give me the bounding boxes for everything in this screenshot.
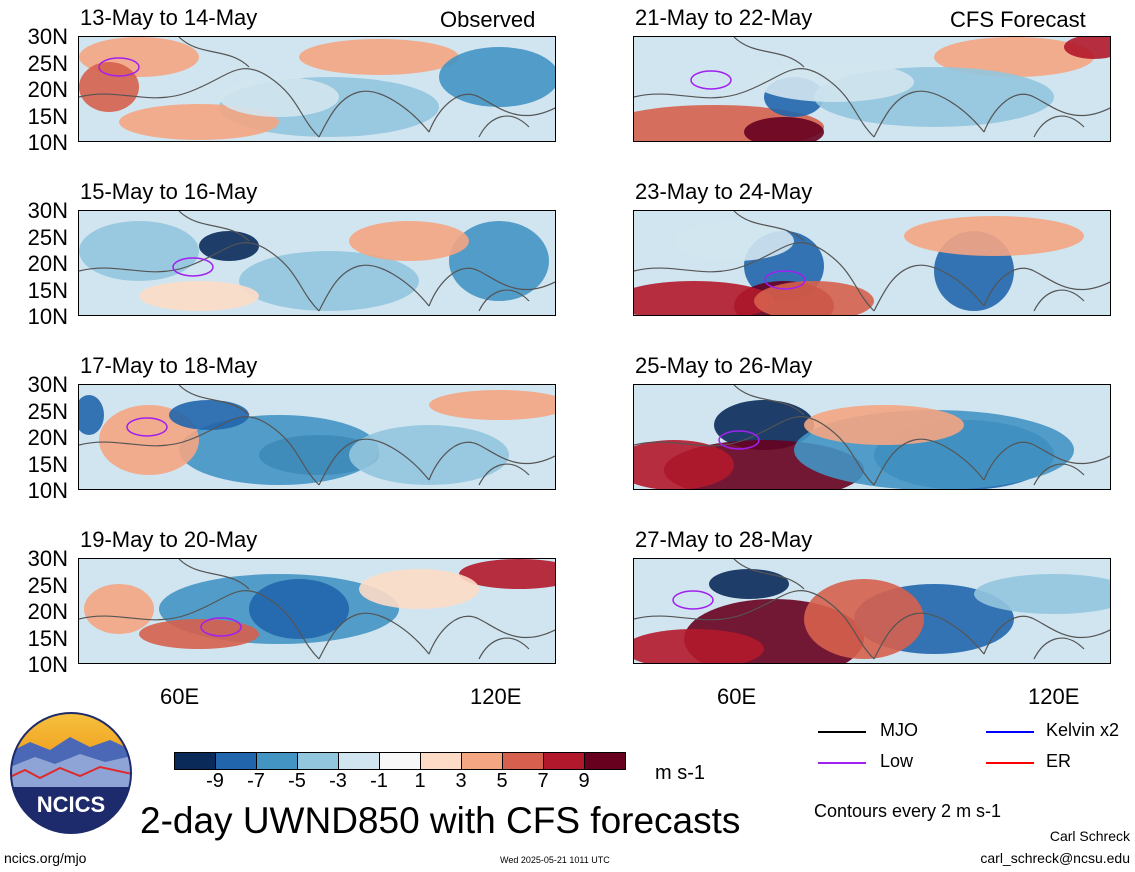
footer-url: ncics.org/mjo (4, 850, 87, 866)
wind-anomaly-map (633, 36, 1111, 142)
colorbar-swatch (338, 752, 380, 770)
colorbar-tick-label: -5 (288, 770, 306, 792)
footer-author: Carl Schreck (1049, 828, 1130, 844)
colorbar-tick-label: 7 (537, 770, 549, 792)
lon-label-120e: 120E (470, 684, 522, 709)
wind-anomaly-map (78, 558, 556, 664)
colorbar-swatch (461, 752, 503, 770)
colorbar-swatch (543, 752, 585, 770)
panel-tag: Observed (440, 7, 536, 32)
lat-label: 25N (27, 572, 68, 598)
legend-line-kelvin (986, 731, 1034, 733)
colorbar-swatch (297, 752, 339, 770)
legend-label-kelvin: Kelvin x2 (1046, 720, 1120, 740)
colorbar-tick-label: -7 (247, 770, 265, 792)
lat-label: 15N (27, 277, 68, 303)
lat-label: 20N (27, 77, 68, 102)
colorbar-units: m s-1 (655, 762, 705, 784)
lat-label: 20N (27, 251, 68, 276)
lat-label: 30N (27, 24, 68, 49)
footer-timestamp: Wed 2025-05-21 1011 UTC (500, 855, 610, 865)
legend-label-er: ER (1046, 751, 1072, 771)
colorbar-tick-label: 5 (496, 770, 508, 792)
lat-label: 15N (27, 625, 68, 651)
lat-label: 20N (27, 425, 68, 450)
colorbar-tick-label: -9 (206, 770, 224, 792)
panel-title: 15-May to 16-May (80, 179, 258, 204)
legend-label-mjo: MJO (880, 720, 918, 740)
panel-title: 19-May to 20-May (80, 527, 258, 552)
panel-title: 13-May to 14-May (80, 5, 258, 30)
colorbar-swatch (256, 752, 298, 770)
lon-label-120e: 120E (1028, 684, 1080, 709)
lat-label: 10N (27, 304, 68, 329)
lat-label: 25N (27, 224, 68, 250)
colorbar-tick-label: 1 (414, 770, 426, 792)
lon-label-60e: 60E (717, 684, 757, 709)
wind-anomaly-map (633, 210, 1111, 316)
legend-line-mjo (818, 731, 866, 733)
colorbar-swatch (420, 752, 462, 770)
wind-anomaly-map (633, 384, 1111, 490)
colorbar-swatch (502, 752, 544, 770)
lat-label: 15N (27, 451, 68, 477)
panel-title: 17-May to 18-May (80, 353, 258, 378)
lat-label: 10N (27, 478, 68, 503)
legend-line-er (986, 762, 1034, 764)
lat-label: 25N (27, 398, 68, 424)
footer-email: carl_schreck@ncsu.edu (980, 850, 1130, 866)
panel-title: 27-May to 28-May (635, 527, 813, 552)
lat-label: 10N (27, 130, 68, 155)
panel-title: 23-May to 24-May (635, 179, 813, 204)
wind-anomaly-map (78, 384, 556, 490)
lat-label: 25N (27, 50, 68, 76)
lat-label: 10N (27, 652, 68, 677)
contour-note: Contours every 2 m s-1 (814, 801, 1002, 821)
colorbar-tick-label: -1 (370, 770, 388, 792)
lat-label: 30N (27, 546, 68, 571)
colorbar-swatch (174, 752, 216, 770)
lat-label: 15N (27, 103, 68, 129)
lat-label: 30N (27, 372, 68, 397)
colorbar-swatch (584, 752, 626, 770)
colorbar-swatch (379, 752, 421, 770)
lat-label: 30N (27, 198, 68, 223)
colorbar-tick-label: 9 (578, 770, 590, 792)
ncics-logo: NCICS (10, 712, 132, 834)
colorbar-tick-label: -3 (329, 770, 347, 792)
wind-anomaly-map (78, 210, 556, 316)
panel-title: 21-May to 22-May (635, 5, 813, 30)
legend-label-low: Low (880, 751, 914, 771)
lon-label-60e: 60E (160, 684, 200, 709)
panel-title: 25-May to 26-May (635, 353, 813, 378)
wind-anomaly-map (633, 558, 1111, 664)
colorbar-swatch (215, 752, 257, 770)
figure-title: 2-day UWND850 with CFS forecasts (140, 800, 741, 841)
panel-tag: CFS Forecast (950, 7, 1086, 32)
legend-line-low (818, 762, 866, 764)
colorbar-tick-label: 3 (455, 770, 467, 792)
logo-text: NCICS (37, 792, 105, 817)
lat-label: 20N (27, 599, 68, 624)
wind-anomaly-map (78, 36, 556, 142)
